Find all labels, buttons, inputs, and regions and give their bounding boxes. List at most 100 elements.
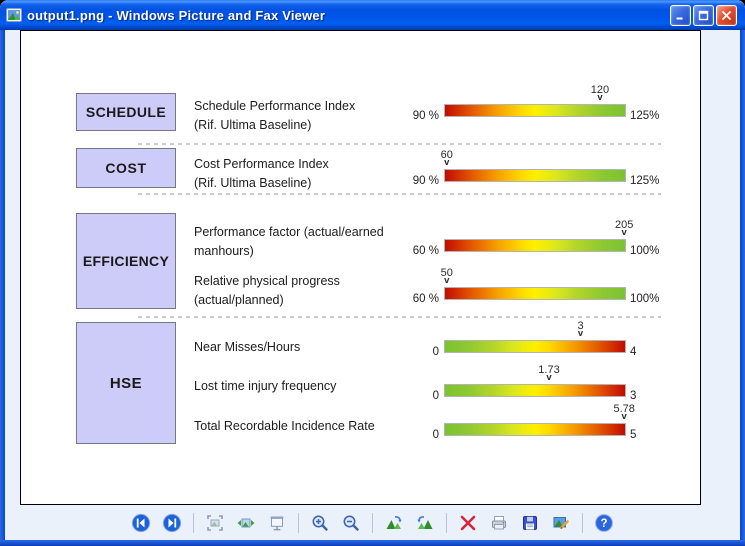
minimize-button[interactable]	[670, 4, 691, 26]
kpi-label-lost-time-injury: Lost time injury frequency	[194, 379, 337, 393]
dashed-separator	[138, 143, 661, 145]
gauge-gradient-bar	[444, 384, 626, 397]
kpi-label-relative-progress: Relative physical progress (actual/plann…	[194, 274, 340, 307]
delete-button[interactable]	[456, 511, 480, 535]
gauge-min-label: 90 %	[412, 175, 439, 187]
kpi-label-schedule-performance: Schedule Performance Index (Rif. Ultima …	[194, 99, 356, 132]
gauge-marker-icon: v	[621, 411, 627, 422]
gauge-max-label: 4	[630, 346, 637, 358]
window-frame-right	[740, 30, 745, 546]
gauge-max-label: 100%	[630, 293, 660, 305]
rotate-clockwise-button[interactable]	[382, 511, 406, 535]
gauge-min-label: 0	[432, 390, 439, 402]
gauge-recordable-incidence: 5.78 v 0 5	[433, 403, 637, 443]
toolbar-separator	[446, 513, 447, 533]
gauge-max-label: 100%	[630, 245, 660, 257]
gauge-relative-progress: 50 v 60 % 100%	[413, 267, 660, 307]
window-title: output1.png - Windows Picture and Fax Vi…	[27, 7, 326, 23]
previous-image-button[interactable]	[129, 511, 153, 535]
toolbar-separator	[298, 513, 299, 533]
gauge-marker-icon: v	[444, 157, 450, 168]
help-button[interactable]: ?	[592, 511, 616, 535]
titlebar[interactable]: output1.png - Windows Picture and Fax Vi…	[0, 0, 745, 30]
slideshow-icon	[270, 516, 284, 531]
gauge-value: 5.78	[613, 403, 635, 415]
category-box-efficiency: EFFICIENCY	[76, 213, 176, 309]
gauge-marker-icon: v	[546, 372, 552, 383]
gauge-max-label: 125%	[630, 110, 660, 122]
gauge-performance-factor: 205 v 60 % 100%	[413, 219, 660, 259]
gauge-schedule-performance: 120 v 90 % 125%	[413, 84, 660, 124]
gauge-marker-icon: v	[444, 275, 450, 286]
gauge-value: 1.73	[538, 364, 560, 376]
gauge-gradient-bar	[444, 287, 626, 300]
save-button[interactable]	[518, 511, 542, 535]
edit-image-icon	[553, 517, 569, 529]
category-box-schedule: SCHEDULE	[76, 93, 176, 131]
rotate-counterclockwise-icon	[417, 516, 433, 529]
zoom-in-button[interactable]	[308, 511, 332, 535]
best-fit-button[interactable]	[203, 511, 227, 535]
gauge-max-label: 5	[630, 429, 637, 441]
gauge-value: 3	[577, 320, 584, 332]
gauge-max-label: 125%	[630, 175, 660, 187]
category-label: SCHEDULE	[85, 104, 167, 120]
gauge-min-label: 0	[432, 429, 439, 441]
maximize-icon	[698, 10, 709, 20]
toolbar-separator	[582, 513, 583, 533]
category-label: HSE	[109, 374, 143, 392]
maximize-button[interactable]	[693, 4, 714, 26]
gauge-min-label: 60 %	[412, 293, 439, 305]
gauge-max-label: 3	[630, 390, 637, 402]
gauge-min-label: 60 %	[412, 245, 439, 257]
zoom-in-icon	[312, 515, 328, 531]
category-label: EFFICIENCY	[82, 253, 170, 269]
kpi-label-recordable-incidence: Total Recordable Incidence Rate	[194, 419, 375, 433]
gauge-marker-icon: v	[621, 227, 627, 238]
print-button[interactable]	[487, 511, 511, 535]
rotate-clockwise-icon	[386, 516, 402, 529]
close-button[interactable]	[716, 4, 737, 26]
window-frame-left	[0, 30, 5, 546]
rotate-counterclockwise-button[interactable]	[413, 511, 437, 535]
picture-file-icon[interactable]	[6, 7, 22, 23]
delete-icon	[460, 515, 476, 531]
save-icon	[523, 516, 537, 530]
next-image-icon	[162, 513, 182, 533]
minimize-icon	[676, 17, 683, 19]
gauge-lost-time-injury: 1.73 v 0 3	[433, 364, 637, 404]
gauge-value: 205	[614, 219, 634, 231]
gauge-value: 120	[590, 84, 610, 96]
gauge-gradient-bar	[444, 340, 626, 353]
previous-image-icon	[131, 513, 151, 533]
print-icon	[492, 516, 506, 530]
gauge-marker-icon: v	[597, 92, 603, 103]
image-display-area: SCHEDULE COST EFFICIENCY HSE Schedule Pe…	[20, 30, 701, 505]
gauge-gradient-bar	[444, 169, 626, 182]
gauge-gradient-bar	[444, 104, 626, 117]
category-label: COST	[105, 160, 147, 176]
close-icon	[722, 10, 731, 20]
actual-size-button[interactable]	[234, 511, 258, 535]
toolbar-separator	[372, 513, 373, 533]
start-slideshow-button[interactable]	[265, 511, 289, 535]
gauge-value: 60	[440, 149, 453, 161]
gauge-cost-performance: 60 v 90 % 125%	[413, 149, 660, 189]
next-image-button[interactable]	[160, 511, 184, 535]
actual-size-icon	[237, 518, 255, 528]
kpi-label-near-misses: Near Misses/Hours	[194, 340, 301, 354]
kpi-label-cost-performance: Cost Performance Index (Rif. Ultima Base…	[194, 157, 329, 190]
gauge-min-label: 0	[432, 346, 439, 358]
best-fit-icon	[207, 515, 223, 531]
zoom-out-button[interactable]	[339, 511, 363, 535]
gauge-gradient-bar	[444, 423, 626, 436]
zoom-out-icon	[343, 515, 359, 531]
gauge-gradient-bar	[444, 239, 626, 252]
toolbar-separator	[193, 513, 194, 533]
edit-image-button[interactable]	[549, 511, 573, 535]
gauge-marker-icon: v	[577, 328, 584, 339]
viewer-toolbar: ?	[0, 508, 745, 538]
gauge-near-misses: 3 v 0 4	[433, 320, 637, 360]
dashed-separator	[138, 316, 661, 318]
